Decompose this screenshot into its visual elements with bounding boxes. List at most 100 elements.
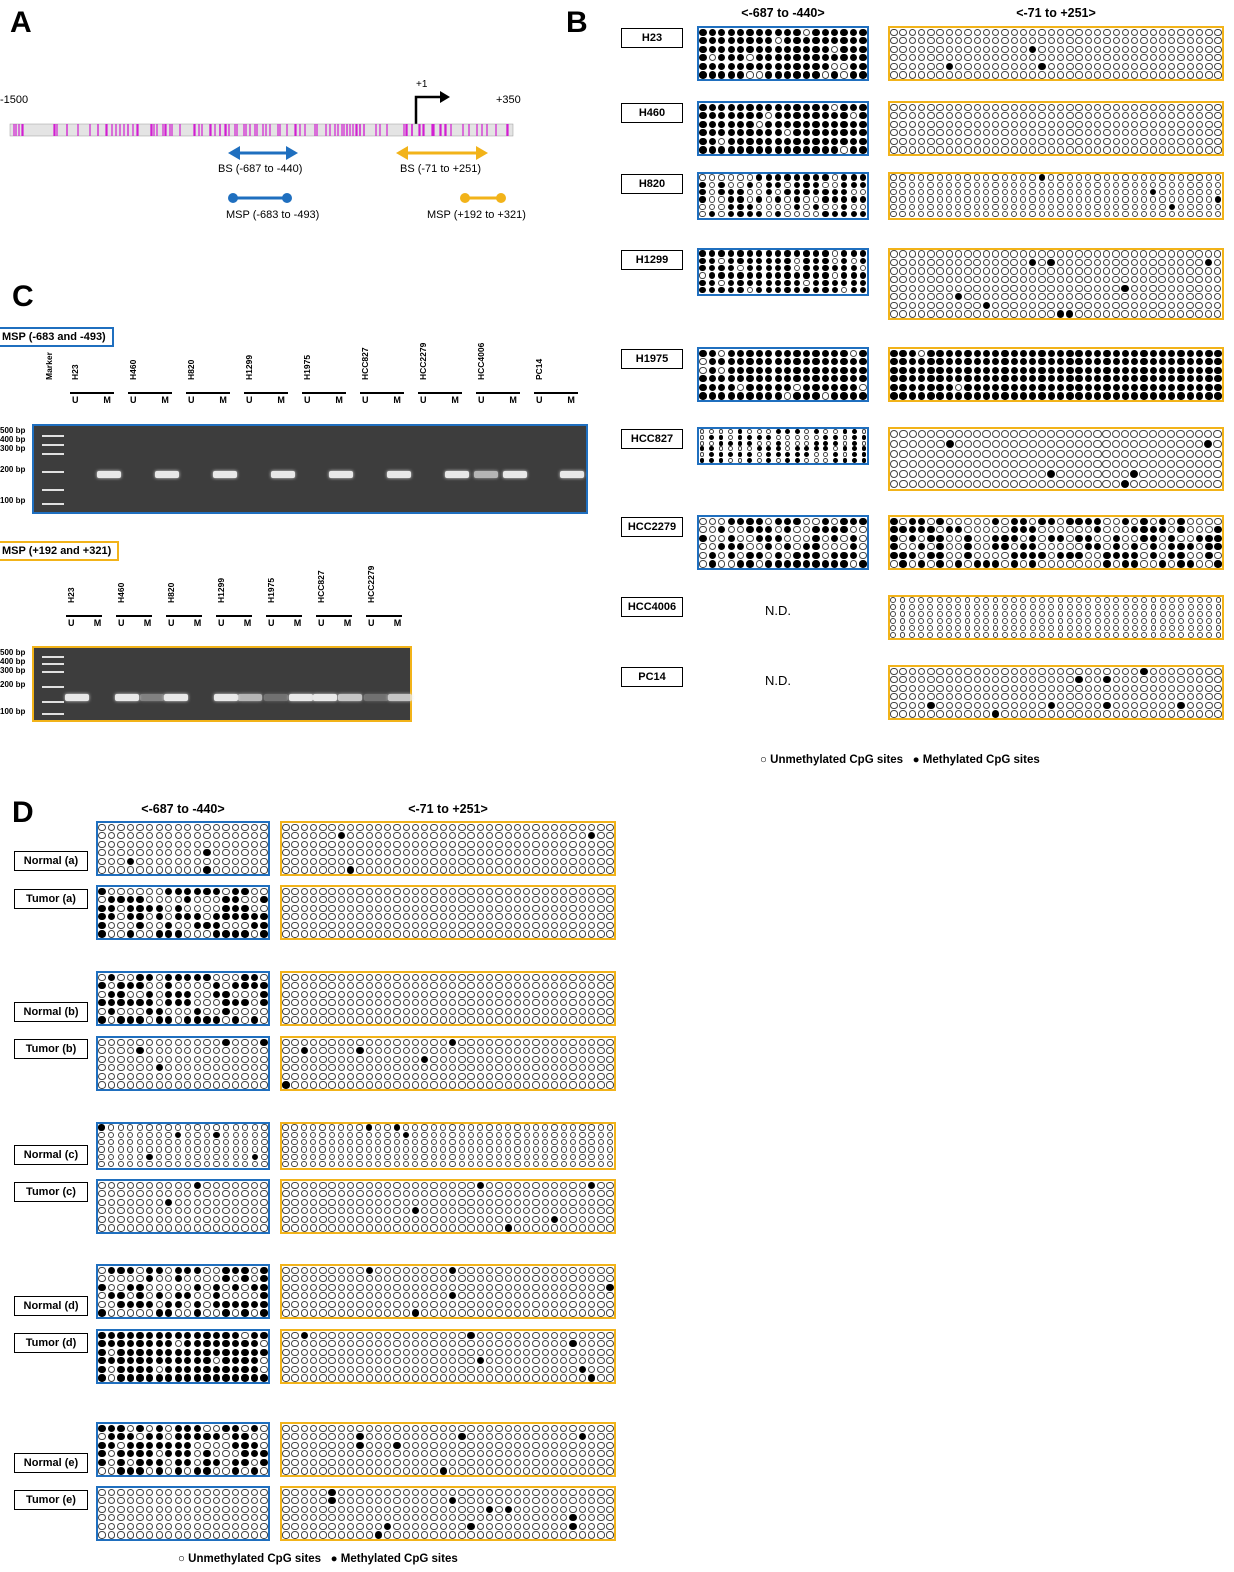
cpg-site	[1140, 392, 1148, 400]
cpg-site	[1195, 310, 1203, 318]
cpg-site	[1094, 375, 1102, 383]
cpg-site	[231, 1190, 240, 1198]
cpg-site	[402, 840, 410, 848]
cpg-site	[467, 1124, 475, 1131]
cpg-site	[126, 930, 135, 938]
cpg-site	[963, 470, 973, 479]
bs1-arrowhead-right-icon	[286, 146, 298, 160]
cpg-site	[1131, 181, 1138, 189]
cpg-site	[991, 429, 1000, 438]
cpg-site	[1176, 459, 1185, 469]
cpg-site	[402, 1131, 410, 1139]
methylation-box-region2	[280, 1122, 616, 1170]
cpg-site	[597, 1198, 605, 1206]
cpg-site	[954, 275, 963, 284]
cpg-site	[756, 457, 762, 463]
cpg-site	[393, 1081, 401, 1089]
cpg-site	[736, 560, 745, 568]
cpg-site	[1121, 517, 1130, 525]
cpg-site	[736, 137, 745, 145]
cpg-site	[551, 1146, 558, 1153]
cpg-site	[755, 358, 764, 366]
cpg-site	[145, 921, 154, 929]
cpg-site	[1056, 284, 1065, 292]
cpg-site	[756, 452, 762, 457]
cpg-site	[448, 1198, 457, 1206]
bs2-label: BS (-71 to +251)	[400, 163, 482, 175]
cpg-site	[755, 45, 764, 53]
cpg-site	[1102, 250, 1111, 258]
cpg-site	[1112, 54, 1120, 62]
cpg-site	[174, 973, 182, 981]
cpg-site	[860, 250, 867, 257]
cpg-site	[241, 849, 249, 857]
cpg-site	[1205, 349, 1213, 357]
cpg-site	[1019, 449, 1028, 459]
cpg-site	[1075, 366, 1083, 374]
cpg-site	[964, 597, 971, 604]
cpg-site	[260, 999, 268, 1007]
cpg-site	[126, 1007, 135, 1015]
cpg-site	[1186, 667, 1194, 675]
cpg-site	[476, 832, 485, 840]
cpg-site	[467, 1207, 475, 1215]
cpg-site	[1195, 526, 1204, 534]
cpg-site	[765, 392, 773, 400]
cpg-site	[1074, 480, 1084, 489]
cpg-site	[402, 1161, 410, 1168]
cpg-site	[1047, 54, 1056, 62]
cpg-site	[736, 28, 745, 36]
cpg-site	[1038, 597, 1045, 604]
cpg-site	[992, 543, 1000, 551]
cpg-site	[945, 293, 954, 301]
cpg-site	[356, 1016, 364, 1024]
cpg-site	[850, 279, 857, 287]
cpg-site	[699, 45, 707, 53]
cpg-site	[250, 840, 259, 848]
cpg-site	[136, 857, 144, 865]
cpg-site	[136, 1207, 144, 1215]
cpg-site	[831, 174, 839, 181]
cpg-site	[421, 1081, 429, 1089]
cpg-site	[319, 904, 327, 912]
cpg-site	[291, 1038, 299, 1046]
cpg-site	[954, 439, 963, 448]
cpg-site	[319, 1181, 327, 1189]
cpg-site	[1131, 551, 1139, 559]
cpg-site	[1075, 203, 1083, 211]
cpg-site	[107, 1055, 116, 1063]
cpg-site	[282, 1038, 290, 1046]
cpg-site	[374, 1072, 383, 1080]
cpg-site	[1075, 667, 1083, 675]
cpg-site	[184, 982, 192, 990]
cpg-site	[1029, 534, 1037, 542]
cpg-site	[98, 930, 106, 938]
cpg-site	[458, 990, 466, 998]
cpg-site	[890, 275, 898, 284]
cpg-site	[365, 1064, 373, 1072]
cpg-site	[917, 701, 926, 709]
cpg-site	[231, 930, 240, 938]
cpg-site	[184, 1215, 192, 1223]
cpg-site	[973, 112, 981, 120]
cpg-site	[300, 1124, 308, 1131]
cpg-site	[982, 560, 991, 568]
cpg-site	[821, 534, 829, 542]
cpg-site	[1075, 189, 1083, 196]
cpg-site	[560, 1047, 568, 1055]
cpg-site	[486, 1081, 494, 1089]
cpg-site	[1186, 517, 1194, 525]
cpg-site	[569, 1207, 577, 1215]
cpg-site	[1148, 459, 1157, 469]
cpg-site	[107, 1207, 116, 1215]
cpg-site	[291, 982, 299, 990]
cpg-site	[1056, 459, 1065, 469]
cpg-site	[1084, 693, 1093, 701]
cpg-site	[439, 904, 448, 912]
cpg-site	[300, 1016, 309, 1024]
cpg-site	[328, 840, 336, 848]
cpg-site	[936, 275, 944, 284]
cpg-site	[1011, 611, 1017, 617]
cpg-site	[1029, 517, 1037, 525]
cpg-site	[1177, 62, 1185, 70]
